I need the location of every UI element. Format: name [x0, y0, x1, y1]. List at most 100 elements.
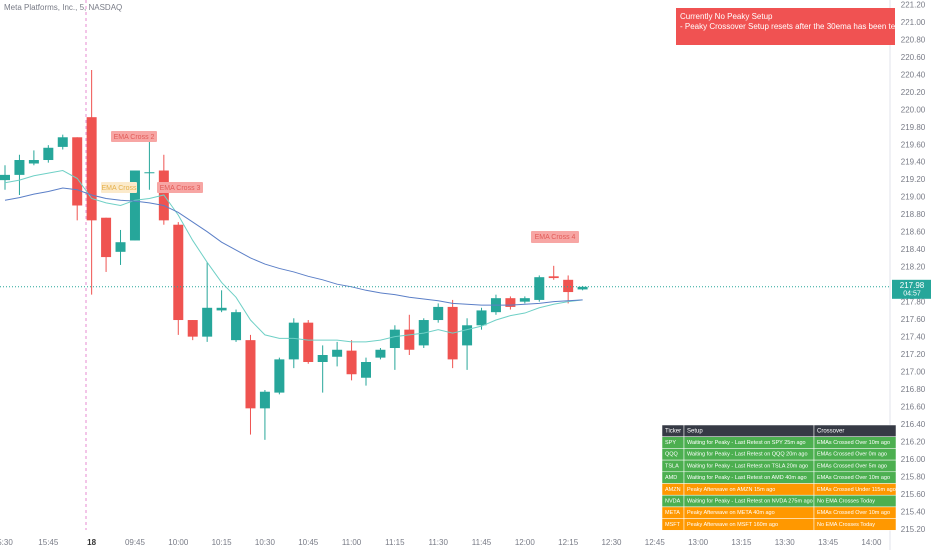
y-tick-label: 216.20 [901, 438, 926, 447]
annotation: EMA Cross 3 [160, 185, 201, 192]
info-title: Currently No Peaky Setup [680, 12, 773, 21]
x-tick-label: 11:00 [342, 538, 362, 547]
ema-line [4, 187, 583, 306]
cell-text: Waiting for Peaky - Last Retest on AMD 4… [687, 475, 807, 481]
x-tick-label: 18 [87, 538, 96, 547]
x-tick-label: 15:45 [38, 538, 59, 547]
x-tick-label: 10:00 [168, 538, 189, 547]
annotation-box [111, 131, 157, 142]
x-tick-label: 12:15 [558, 538, 579, 547]
candle-body [505, 298, 516, 307]
y-tick-label: 218.20 [901, 263, 926, 272]
candle-body [433, 306, 444, 321]
cell-text: No EMA Crosses Today [817, 522, 875, 528]
cell-text: SPY [665, 440, 676, 446]
y-tick-label: 216.40 [901, 420, 926, 429]
candle-body [57, 137, 68, 147]
cell-text: Waiting for Peaky - Last Retest on NVDA … [687, 499, 813, 505]
x-tick-label: 11:45 [472, 538, 492, 547]
y-tick-label: 219.80 [901, 123, 926, 132]
candle-body [462, 325, 473, 346]
countdown-label: 04:57 [903, 291, 921, 298]
x-tick-label: 12:30 [601, 538, 622, 547]
x-tick-label: 11:15 [385, 538, 405, 547]
candle-body [14, 160, 25, 175]
candle-body [231, 312, 242, 341]
cell-text: META [665, 510, 680, 516]
candle-body [216, 307, 227, 311]
last-price-label: 217.98 [900, 281, 925, 290]
chart-title: Meta Platforms, Inc., 5, NASDAQ [4, 3, 122, 12]
ema-line [4, 169, 583, 343]
cell-text: EMAs Crossed Over 10m ago [817, 510, 890, 516]
annotation-box [531, 231, 579, 243]
candle-body [86, 117, 97, 221]
table-cell [813, 518, 897, 531]
x-tick-label: 11:30 [428, 538, 448, 547]
candle-body [332, 349, 343, 357]
cell-text: Peaky Afterwave on AMZN 15m ago [687, 487, 775, 493]
y-tick-label: 217.20 [901, 350, 926, 359]
y-tick-label: 220.60 [901, 53, 926, 62]
y-tick-label: 218.40 [901, 245, 926, 254]
y-tick-label: 220.20 [901, 88, 926, 97]
annotation: EMA Cross [101, 185, 137, 192]
candle-body [115, 242, 126, 252]
cell-text: Peaky Afterwave on MSFT 160m ago [687, 522, 778, 528]
y-tick-label: 219.00 [901, 193, 926, 202]
candle-body [28, 160, 39, 164]
header-text: Ticker [665, 428, 681, 434]
y-tick-label: 221.00 [901, 18, 926, 27]
y-tick-label: 217.60 [901, 315, 926, 324]
x-tick-label: 5:30 [0, 538, 13, 547]
x-tick-label: 13:45 [818, 538, 839, 547]
y-tick-label: 219.60 [901, 140, 926, 149]
candle-body [144, 172, 155, 174]
y-tick-label: 220.00 [901, 105, 926, 114]
header-text: Crossover [817, 428, 844, 434]
cell-text: Waiting for Peaky - Last Retest on QQQ 2… [687, 452, 808, 458]
candle-body [245, 340, 256, 409]
cell-text: Peaky Afterwave on META 40m ago [687, 510, 775, 516]
cell-text: EMAs Crossed Over 10m ago [817, 475, 890, 481]
x-tick-label: 12:00 [515, 538, 536, 547]
y-tick-label: 221.20 [901, 0, 926, 9]
candle-body [202, 307, 213, 337]
cell-text: MSFT [665, 522, 681, 528]
candle-body [187, 320, 198, 337]
y-tick-label: 216.80 [901, 385, 926, 394]
candle-body [519, 298, 530, 302]
candle-body [129, 170, 140, 241]
annotation: EMA Cross 4 [535, 234, 576, 241]
cell-text: TSLA [665, 463, 679, 469]
annotation-box [157, 182, 203, 193]
cell-text: EMAs Crossed Over 5m ago [817, 463, 887, 469]
cell-text: NVDA [665, 499, 681, 505]
candle-body [577, 286, 588, 290]
x-tick-label: 10:45 [298, 538, 319, 547]
cell-text: QQQ [665, 452, 679, 458]
y-tick-label: 218.60 [901, 228, 926, 237]
x-tick-label: 10:30 [255, 538, 276, 547]
y-tick-label: 217.00 [901, 368, 926, 377]
candle-body [101, 217, 112, 258]
candle-body [476, 310, 487, 326]
candle-body [259, 391, 270, 409]
cell-text: AMZN [665, 487, 681, 493]
cell-text: EMAs Crossed Over 10m ago [817, 440, 890, 446]
x-tick-label: 12:45 [645, 538, 666, 547]
y-tick-label: 216.60 [901, 403, 926, 412]
y-tick-label: 219.40 [901, 158, 926, 167]
info-box [676, 8, 895, 45]
candle-body [389, 329, 400, 349]
candle-body [288, 322, 299, 360]
cell-text: EMAs Crossed Over 0m ago [817, 452, 887, 458]
candle-body [346, 350, 357, 375]
y-tick-label: 215.80 [901, 473, 926, 482]
y-tick-label: 220.80 [901, 35, 926, 44]
candle-body [375, 349, 386, 358]
cell-text: AMD [665, 475, 677, 481]
x-tick-label: 14:00 [861, 538, 882, 547]
